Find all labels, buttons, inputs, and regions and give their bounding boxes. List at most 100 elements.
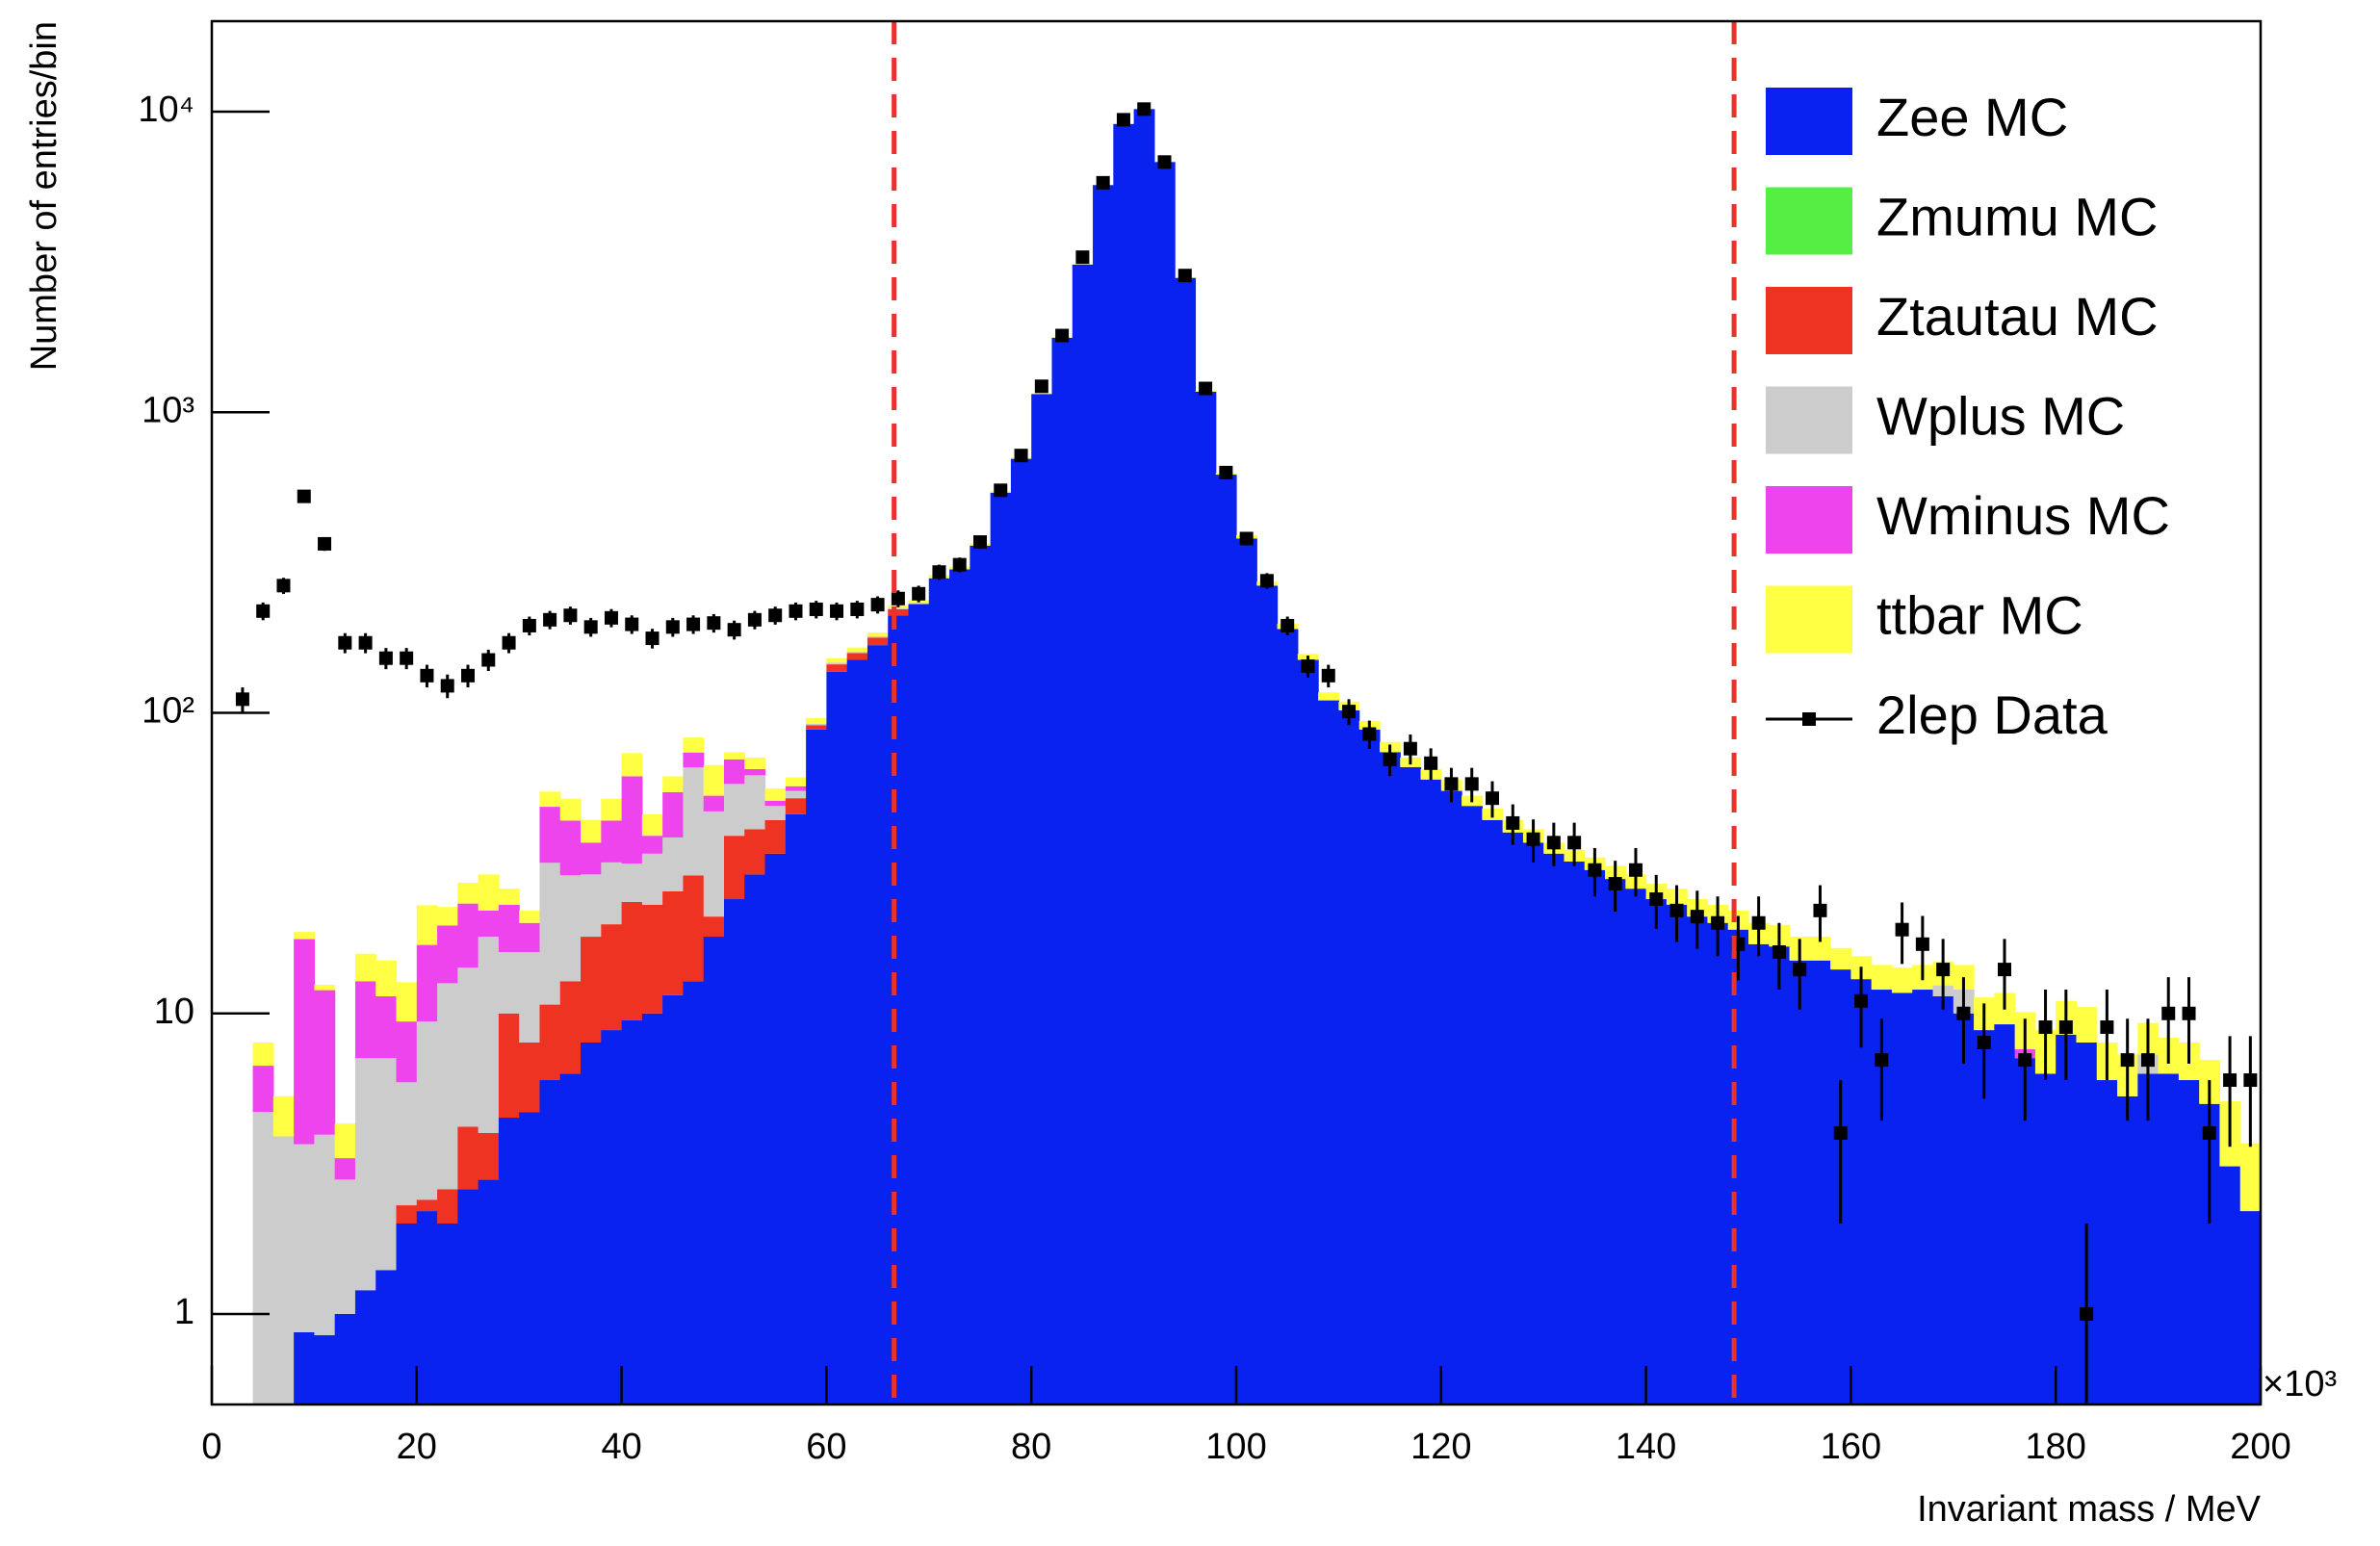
data-point <box>502 635 516 650</box>
legend-swatch <box>1766 88 1852 155</box>
hist-bar <box>744 757 766 769</box>
hist-bar <box>2239 1211 2261 1404</box>
hist-bar <box>641 1013 663 1404</box>
hist-bar <box>1010 458 1032 1404</box>
hist-bar <box>2137 1073 2160 1404</box>
hist-bar <box>888 608 910 616</box>
hist-bar <box>601 924 623 1031</box>
hist-bar <box>867 635 889 638</box>
hist-bar <box>785 777 807 786</box>
data-point <box>2223 1073 2238 1088</box>
data-point <box>1199 381 1213 396</box>
hist-bar <box>559 798 582 821</box>
x-tick-label: 200 <box>2230 1427 2290 1467</box>
hist-bar <box>601 1030 623 1404</box>
hist-bar <box>1093 185 1114 1404</box>
data-point <box>1608 877 1622 891</box>
hist-bar <box>375 995 398 1059</box>
hist-bar <box>1133 109 1155 1404</box>
hist-bar <box>498 904 520 953</box>
data-point <box>809 602 823 616</box>
hist-bar <box>559 875 582 982</box>
data-point <box>583 620 598 634</box>
data-point <box>1464 777 1479 791</box>
hist-bar <box>1584 869 1606 1404</box>
hist-bar <box>2014 1058 2036 1404</box>
hist-bar <box>1953 1013 1975 1404</box>
hist-bar <box>1318 692 1339 701</box>
hist-bar <box>641 853 663 905</box>
data-point <box>400 651 414 665</box>
hist-bar <box>581 1043 602 1404</box>
data-point <box>256 604 271 618</box>
hist-bar <box>1707 922 1729 1404</box>
y-tick-label: 10³ <box>142 390 194 430</box>
data-point <box>1690 910 1704 924</box>
data-point <box>625 617 639 631</box>
hist-bar <box>2158 1073 2180 1404</box>
hist-bar <box>478 1133 500 1180</box>
hist-bar <box>744 768 766 776</box>
hist-bar <box>1031 394 1053 1404</box>
hist-bar <box>2096 1080 2118 1404</box>
data-point <box>994 483 1008 498</box>
hist-bar <box>334 1123 356 1159</box>
hist-bar <box>764 853 787 1404</box>
data-point <box>850 602 865 616</box>
hist-bar <box>1236 538 1257 1404</box>
data-point <box>1669 903 1684 917</box>
hist-bar <box>559 820 582 876</box>
hist-bar <box>334 1314 356 1404</box>
data-point <box>420 668 434 683</box>
data-point <box>604 610 618 625</box>
hist-bar <box>1175 277 1197 1404</box>
hist-bar <box>559 981 582 1074</box>
hist-bar <box>846 647 868 652</box>
hist-bar <box>396 1224 418 1404</box>
hist-bar <box>2117 1095 2138 1404</box>
hist-bar <box>703 764 725 796</box>
hist-bar <box>498 1118 520 1404</box>
hist-bar <box>294 932 315 940</box>
data-point <box>1813 903 1827 917</box>
data-point <box>1711 915 1725 930</box>
hist-bar <box>1912 990 1934 1404</box>
hist-bar <box>1277 629 1299 1404</box>
legend-swatch <box>1766 386 1852 454</box>
hist-bar <box>314 1134 336 1336</box>
data-point <box>378 651 393 665</box>
hist-bar <box>354 1058 376 1291</box>
hist-bar <box>416 1211 438 1404</box>
hist-bar <box>1727 929 1749 1404</box>
legend-label: 2lep Data <box>1876 684 2108 745</box>
hist-bar <box>1871 965 1893 991</box>
y-tick-label: 10² <box>142 691 194 732</box>
hist-bar <box>1297 659 1319 1404</box>
legend-label: Wplus MC <box>1876 385 2125 446</box>
hist-bar <box>1645 899 1668 1404</box>
data-point <box>1772 945 1786 960</box>
data-point <box>2120 1053 2134 1068</box>
hist-bar <box>252 1112 274 1404</box>
hist-bar <box>764 806 787 820</box>
hist-bar <box>519 922 541 953</box>
data-point <box>747 612 762 627</box>
hist-bar <box>314 990 336 1135</box>
hist-bar <box>437 907 458 926</box>
hist-bar <box>724 836 745 900</box>
data-point <box>1977 1036 1991 1050</box>
hist-bar <box>601 862 623 925</box>
x-multiplier: ×10³ <box>2263 1364 2337 1404</box>
hist-bar <box>437 1189 458 1224</box>
hist-bar <box>764 788 787 801</box>
y-axis-title: Number of entries/bin <box>24 21 65 371</box>
hist-bar <box>539 807 561 863</box>
data-point <box>912 586 926 601</box>
hist-bar <box>396 982 418 1022</box>
hist-bar <box>1256 585 1279 1404</box>
x-tick-label: 160 <box>1821 1427 1881 1467</box>
data-point <box>1403 741 1417 756</box>
data-point <box>1157 155 1172 169</box>
hist-bar <box>314 1335 336 1404</box>
data-point <box>358 635 373 650</box>
